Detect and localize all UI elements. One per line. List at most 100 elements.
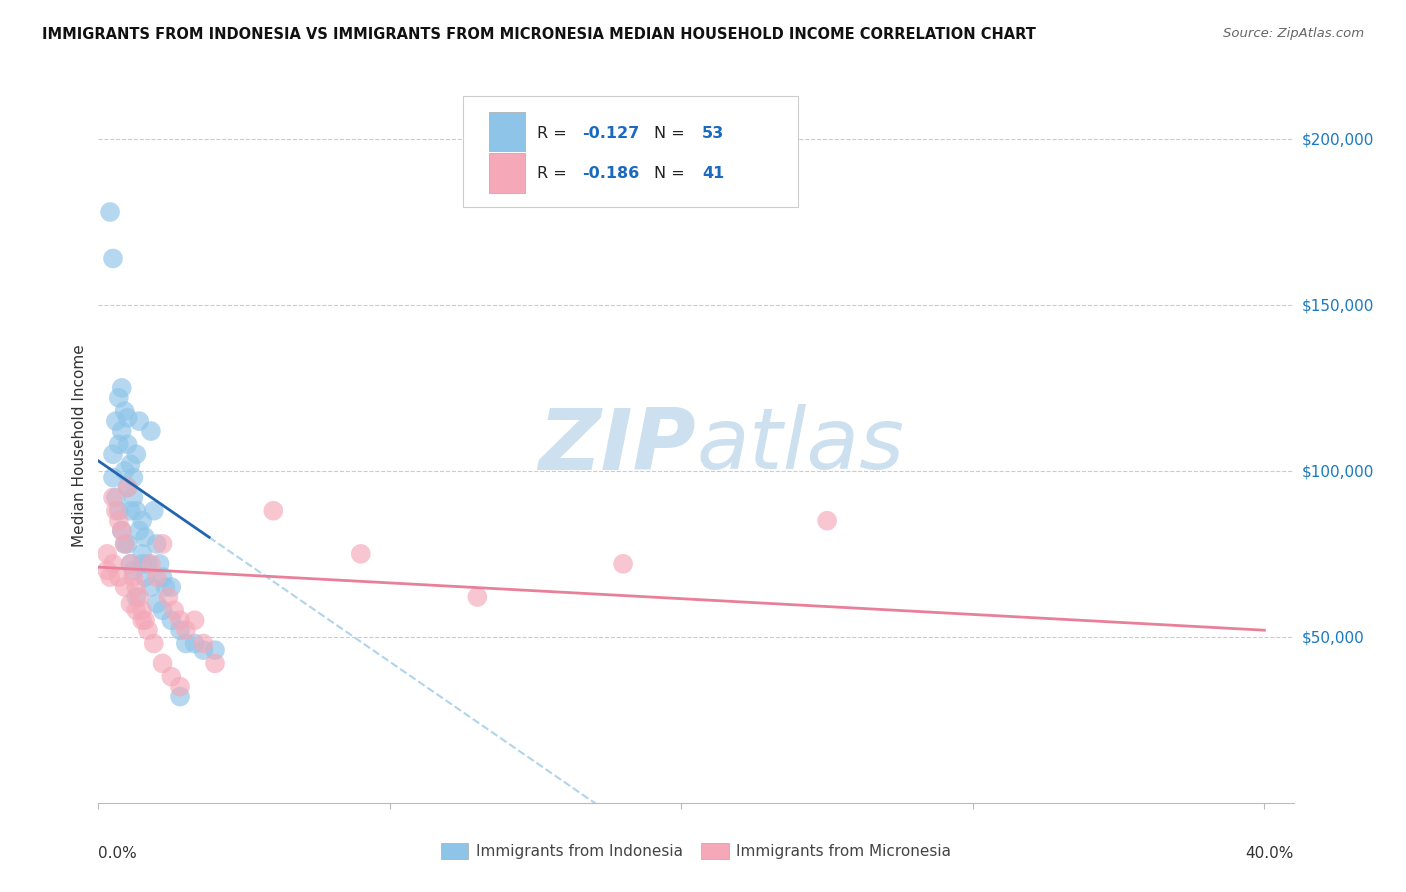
Text: Source: ZipAtlas.com: Source: ZipAtlas.com: [1223, 27, 1364, 40]
Point: [117, 481, 139, 495]
Point: [169, 624, 191, 638]
Point: [142, 636, 165, 650]
Point: [183, 636, 205, 650]
Text: R =: R =: [537, 166, 572, 181]
Point: [136, 624, 159, 638]
Point: [131, 514, 153, 528]
Text: 53: 53: [702, 126, 724, 141]
Point: [122, 491, 145, 505]
Text: 40.0%: 40.0%: [1246, 846, 1294, 861]
Point: [111, 424, 134, 438]
Text: N =: N =: [654, 166, 690, 181]
Point: [152, 537, 174, 551]
Point: [108, 514, 131, 528]
Point: [120, 557, 142, 571]
Point: [163, 603, 186, 617]
Point: [122, 570, 145, 584]
Text: N =: N =: [654, 126, 690, 141]
Point: [145, 570, 167, 584]
Point: [114, 537, 136, 551]
Point: [157, 590, 180, 604]
Point: [108, 391, 131, 405]
Point: [108, 437, 131, 451]
Point: [101, 252, 124, 266]
Point: [128, 590, 150, 604]
Point: [114, 404, 136, 418]
Point: [125, 504, 148, 518]
Point: [612, 557, 634, 571]
Point: [134, 613, 156, 627]
Point: [134, 530, 156, 544]
Point: [193, 636, 215, 650]
Text: 0.0%: 0.0%: [98, 846, 138, 861]
Point: [120, 597, 142, 611]
Point: [98, 205, 121, 219]
Point: [174, 636, 197, 650]
Point: [120, 557, 142, 571]
Point: [117, 537, 139, 551]
Text: -0.186: -0.186: [582, 166, 640, 181]
Point: [149, 557, 172, 571]
Point: [111, 524, 134, 538]
Point: [101, 470, 124, 484]
FancyBboxPatch shape: [489, 112, 524, 152]
Text: atlas: atlas: [696, 404, 904, 488]
Point: [131, 557, 153, 571]
Point: [193, 643, 215, 657]
Point: [114, 580, 136, 594]
Point: [160, 670, 183, 684]
Point: [467, 590, 489, 604]
Point: [98, 570, 121, 584]
Point: [114, 537, 136, 551]
Point: [145, 537, 167, 551]
Point: [120, 457, 142, 471]
Point: [114, 464, 136, 478]
Text: 41: 41: [702, 166, 724, 181]
Point: [108, 504, 131, 518]
Point: [111, 524, 134, 538]
Text: ZIP: ZIP: [538, 404, 696, 488]
Point: [145, 597, 167, 611]
Point: [815, 514, 838, 528]
Point: [108, 570, 131, 584]
Point: [96, 547, 118, 561]
Point: [111, 381, 134, 395]
Point: [152, 603, 174, 617]
Point: [131, 547, 153, 561]
Point: [96, 564, 118, 578]
FancyBboxPatch shape: [463, 96, 797, 207]
Point: [104, 491, 127, 505]
Text: IMMIGRANTS FROM INDONESIA VS IMMIGRANTS FROM MICRONESIA MEDIAN HOUSEHOLD INCOME : IMMIGRANTS FROM INDONESIA VS IMMIGRANTS …: [42, 27, 1036, 42]
Point: [125, 447, 148, 461]
Legend: Immigrants from Indonesia, Immigrants from Micronesia: Immigrants from Indonesia, Immigrants fr…: [433, 835, 959, 866]
Point: [125, 580, 148, 594]
Point: [101, 491, 124, 505]
Point: [350, 547, 373, 561]
Y-axis label: Median Household Income: Median Household Income: [72, 344, 87, 548]
Point: [262, 504, 284, 518]
Text: -0.127: -0.127: [582, 126, 640, 141]
Point: [122, 470, 145, 484]
Point: [120, 504, 142, 518]
Point: [204, 657, 226, 671]
Point: [139, 424, 162, 438]
Point: [139, 580, 162, 594]
Point: [128, 414, 150, 428]
Point: [104, 504, 127, 518]
Text: R =: R =: [537, 126, 572, 141]
Point: [142, 504, 165, 518]
Point: [139, 557, 162, 571]
Point: [136, 557, 159, 571]
Point: [104, 414, 127, 428]
Point: [125, 590, 148, 604]
Point: [183, 613, 205, 627]
Point: [122, 564, 145, 578]
Point: [152, 570, 174, 584]
Point: [101, 557, 124, 571]
Point: [160, 613, 183, 627]
Point: [160, 580, 183, 594]
Point: [117, 437, 139, 451]
Point: [101, 447, 124, 461]
Point: [117, 481, 139, 495]
Point: [169, 613, 191, 627]
